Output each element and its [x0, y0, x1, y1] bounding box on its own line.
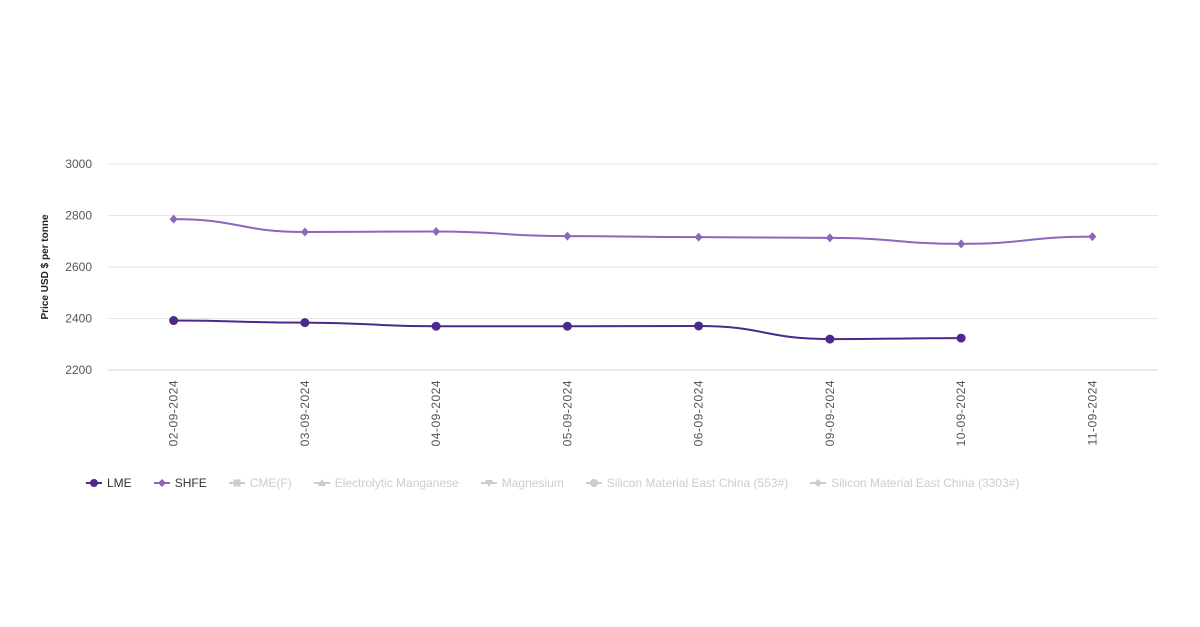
legend-label: LME	[107, 476, 132, 490]
legend-label: CME(F)	[249, 476, 292, 490]
legend-item-silicon-material-east-china-553[interactable]: Silicon Material East China (553#)	[585, 476, 789, 490]
data-point-shfe	[300, 227, 309, 237]
x-tick-label: 04-09-2024	[429, 380, 443, 446]
data-point-lme	[562, 321, 572, 331]
x-tick-label: 11-09-2024	[1085, 380, 1099, 446]
data-point-lme	[300, 318, 310, 328]
data-point-shfe	[694, 232, 703, 242]
legend: LME SHFE CME(F) Electrolytic Manganese Magne…	[86, 476, 1041, 490]
x-tick-label: 03-09-2024	[298, 380, 312, 446]
legend-marker-icon	[228, 479, 245, 487]
x-tick-label: 02-09-2024	[167, 380, 181, 446]
legend-item-magnesium[interactable]: Magnesium	[480, 476, 564, 490]
legend-label: Electrolytic Manganese	[334, 476, 459, 490]
x-tick-label: 05-09-2024	[560, 380, 574, 446]
legend-item-lme[interactable]: LME	[86, 476, 132, 490]
legend-label: SHFE	[174, 476, 207, 490]
legend-marker-icon	[585, 479, 602, 487]
x-tick-label: 10-09-2024	[954, 380, 968, 446]
legend-marker-icon	[86, 479, 102, 487]
legend-marker-icon	[313, 479, 330, 486]
y-tick-label: 2800	[65, 209, 92, 223]
x-tick-label: 09-09-2024	[823, 380, 837, 446]
data-point-shfe	[957, 239, 966, 249]
legend-marker-icon	[810, 479, 827, 487]
legend-label: Silicon Material East China (3303#)	[831, 476, 1020, 490]
legend-item-silicon-material-east-china-3303[interactable]: Silicon Material East China (3303#)	[810, 476, 1019, 490]
y-axis-label: Price USD $ per tonne	[40, 214, 51, 319]
y-tick-label: 2600	[65, 260, 92, 274]
series-line-shfe	[173, 218, 1093, 245]
y-tick-label: 2200	[65, 363, 92, 377]
data-point-lme	[825, 334, 835, 344]
data-point-lme	[431, 321, 441, 331]
legend-marker-icon	[153, 479, 170, 487]
legend-label: Magnesium	[501, 476, 564, 490]
data-point-shfe	[432, 226, 441, 236]
legend-marker-icon	[480, 480, 497, 487]
data-point-shfe	[169, 214, 178, 224]
x-tick-label: 06-09-2024	[692, 380, 706, 446]
data-point-shfe	[563, 231, 572, 241]
data-point-lme	[169, 316, 179, 326]
legend-item-electrolytic-manganese[interactable]: Electrolytic Manganese	[313, 476, 459, 490]
line-chart: 2200 2400 2600 2800 3000 Price USD $ per tonn…	[40, 157, 1158, 446]
y-tick-label: 3000	[65, 157, 92, 171]
legend-label: Silicon Material East China (553#)	[606, 476, 789, 490]
data-point-lme	[694, 321, 704, 331]
data-point-lme	[956, 333, 966, 343]
legend-item-cme-f[interactable]: CME(F)	[228, 476, 292, 490]
legend-item-shfe[interactable]: SHFE	[153, 476, 207, 490]
y-tick-label: 2400	[65, 312, 92, 326]
data-point-shfe	[825, 233, 834, 243]
data-point-shfe	[1088, 232, 1097, 242]
